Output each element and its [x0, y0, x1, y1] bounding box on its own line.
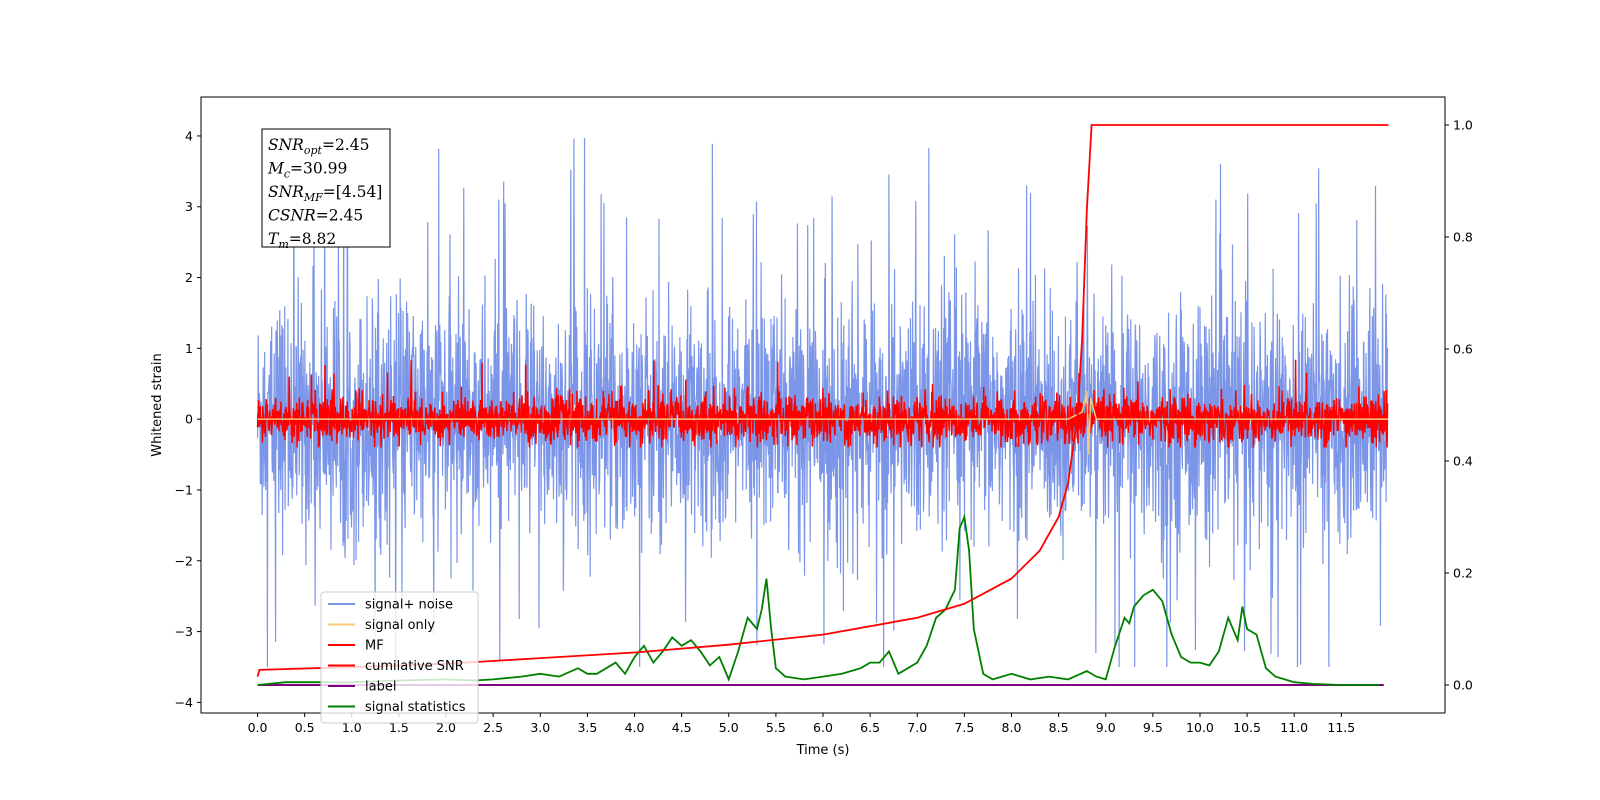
y-tick-label: −3 [175, 624, 193, 639]
annotation-line: CSNR=2.45 [268, 207, 363, 225]
legend: signal+ noise signal only MF cumilative SNR… [320, 591, 479, 724]
x-tick-label: 7.5 [954, 720, 974, 735]
y-tick-label: 0 [185, 412, 193, 427]
y-tick-label: 3 [185, 199, 193, 214]
x-tick-label: 1.5 [389, 720, 409, 735]
y2-tick-label: 0.6 [1453, 342, 1473, 357]
legend-entry: MF [365, 639, 384, 654]
x-tick-label: 1.0 [342, 720, 362, 735]
ticks-layer: 0.0 0.5 1.0 1.5 2.0 2.5 3.0 3.5 4.0 4.5 5.0 5.5 6.0 6… [175, 118, 1473, 736]
annotation-line: SNRMF=[4.54] [268, 183, 382, 204]
x-tick-label: 9.0 [1096, 720, 1116, 735]
y2-tick-label: 0.8 [1453, 230, 1473, 245]
y2-tick-label: 0.2 [1453, 566, 1473, 581]
x-tick-label: 11.5 [1327, 720, 1355, 735]
y2-tick-label: 0.0 [1453, 678, 1473, 693]
x-tick-label: 11.0 [1280, 720, 1308, 735]
series-signal-noise [256, 137, 1389, 667]
y-tick-label: −4 [175, 695, 193, 710]
legend-entry: label [365, 680, 396, 695]
series-signal-only [257, 390, 1389, 455]
x-tick-label: 6.5 [860, 720, 880, 735]
x-tick-label: 2.5 [483, 720, 503, 735]
x-tick-label: 2.0 [436, 720, 456, 735]
x-tick-label: 5.5 [766, 720, 786, 735]
annotation-line: Tm=8.82 [268, 230, 336, 251]
y-tick-label: −2 [175, 553, 193, 568]
x-tick-label: 5.0 [719, 720, 739, 735]
x-tick-label: 9.5 [1143, 720, 1163, 735]
x-axis-label: Time (s) [796, 743, 850, 758]
legend-entry: signal only [365, 618, 435, 633]
x-tick-label: 0.0 [248, 720, 268, 735]
annotation-line: SNRopt=2.45 [268, 136, 369, 157]
x-tick-label: 4.5 [672, 720, 692, 735]
x-tick-label: 3.5 [577, 720, 597, 735]
annotation-line: Mc=30.99 [267, 160, 347, 181]
x-tick-label: 0.5 [295, 720, 315, 735]
x-tick-label: 3.0 [530, 720, 550, 735]
legend-entry: signal statistics [365, 700, 466, 715]
y-axis-label: Whitened strain [150, 353, 165, 456]
x-tick-label: 6.0 [813, 720, 833, 735]
series-signal-statistics [257, 513, 1380, 686]
y-tick-label: 2 [185, 270, 193, 285]
y-tick-label: 1 [185, 341, 193, 356]
x-tick-label: 8.5 [1049, 720, 1069, 735]
y2-tick-label: 1.0 [1453, 118, 1473, 133]
x-tick-label: 7.0 [907, 720, 927, 735]
legend-entry: signal+ noise [365, 598, 453, 613]
y-tick-label: 4 [185, 128, 193, 143]
x-tick-label: 8.0 [1002, 720, 1022, 735]
y2-tick-label: 0.4 [1453, 454, 1473, 469]
x-tick-label: 10.0 [1186, 720, 1214, 735]
legend-entry: cumilative SNR [365, 659, 464, 674]
x-tick-label: 4.0 [625, 720, 645, 735]
y-tick-label: −1 [175, 482, 193, 497]
x-tick-label: 10.5 [1233, 720, 1261, 735]
